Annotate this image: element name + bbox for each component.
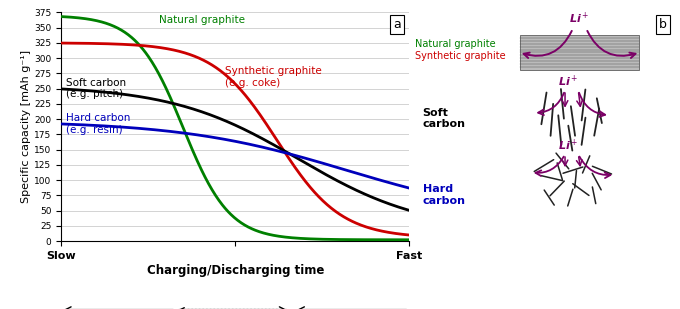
Text: Natural graphite: Natural graphite [158,15,245,25]
Text: Soft
carbon: Soft carbon [422,108,466,129]
Text: Synthetic graphite
(e.g. coke): Synthetic graphite (e.g. coke) [225,66,322,87]
Text: a: a [393,18,401,31]
X-axis label: Charging/Discharging time: Charging/Discharging time [147,264,324,277]
Text: Natural graphite: Natural graphite [415,39,495,49]
Text: Li$^+$: Li$^+$ [569,11,590,26]
Text: Li$^+$: Li$^+$ [558,138,578,153]
Bar [520,35,639,70]
Text: Hard carbon
(e.g. resin): Hard carbon (e.g. resin) [67,113,131,135]
Text: Li$^+$: Li$^+$ [558,73,578,89]
Y-axis label: Specific capacity [mAh g⁻¹]: Specific capacity [mAh g⁻¹] [22,50,31,203]
Text: b: b [659,18,666,31]
Text: Hard
carbon: Hard carbon [422,184,466,206]
Text: Soft carbon
(e.g. pitch): Soft carbon (e.g. pitch) [67,78,126,99]
Text: Synthetic graphite: Synthetic graphite [415,51,505,61]
